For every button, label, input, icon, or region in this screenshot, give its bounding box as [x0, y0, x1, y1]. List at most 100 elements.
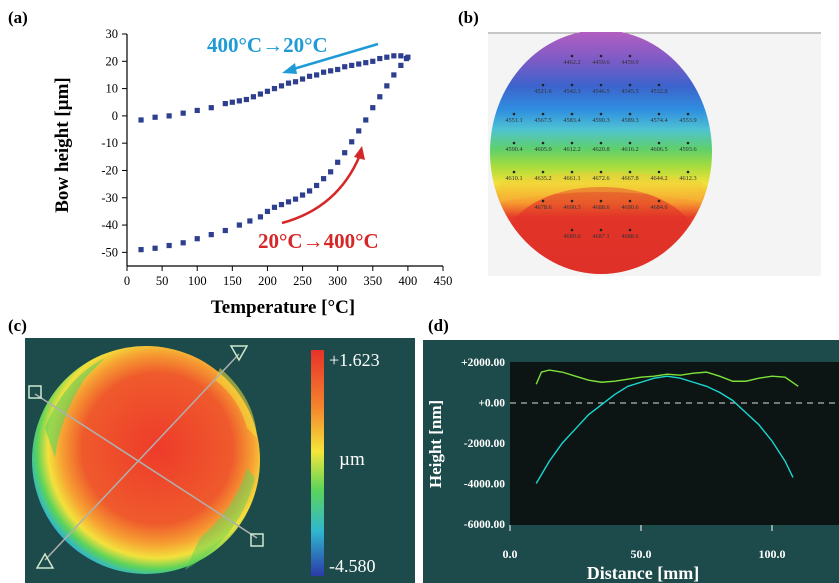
marker-icon-left[interactable] [28, 385, 42, 399]
panel-label-a: (a) [8, 8, 28, 27]
data-point [403, 55, 410, 62]
x-tick-label: 50 [156, 274, 169, 288]
measurement-label: 4521.6 [534, 88, 551, 95]
y-tick-label: -20 [101, 163, 118, 177]
data-point [299, 76, 306, 82]
measurement-dot [541, 141, 545, 145]
y-tick-label: -10 [101, 136, 118, 150]
measurement-dot [570, 199, 574, 203]
measurement-dot [570, 141, 574, 145]
data-point [328, 169, 334, 175]
measurement-label: 4532.8 [650, 88, 667, 95]
data-point [222, 227, 228, 234]
measurement-label: 4635.2 [534, 175, 551, 182]
d-y-tick-label: +2000.00 [461, 357, 505, 369]
heating-annotation: 20°C→400°C [258, 229, 379, 253]
measurement-label: 4688.6 [621, 233, 638, 240]
marker-icon-top[interactable] [229, 345, 249, 362]
x-tick-label: 0 [124, 274, 130, 288]
data-point [391, 53, 397, 59]
data-point [356, 61, 362, 67]
measurement-dot [686, 141, 690, 145]
measurement-label: 4542.3 [563, 88, 580, 95]
measurement-dot [628, 228, 632, 232]
measurement-label: 4612.2 [563, 146, 580, 153]
data-point [356, 128, 362, 134]
data-point [306, 73, 313, 79]
data-point [194, 236, 200, 242]
y-tick-label: 10 [106, 82, 119, 96]
marker-icon-right[interactable] [250, 533, 264, 547]
heating-arrow [281, 154, 362, 225]
measurement-dot [512, 112, 516, 116]
data-point [166, 113, 172, 119]
cooling-arrowhead [282, 63, 297, 74]
d-x-tick-label: 0.0 [503, 547, 518, 561]
measurement-label: 4605.0 [534, 146, 551, 153]
data-point [285, 199, 292, 205]
measurement-dot [599, 228, 603, 232]
d-y-tick-label: -4000.00 [464, 479, 505, 491]
x-tick-label: 200 [258, 274, 277, 288]
x-tick-label: 100 [188, 274, 207, 288]
measurement-dot [570, 170, 574, 174]
measurement-label: 4689.0 [563, 233, 580, 240]
measurement-dot [628, 112, 632, 116]
measurement-label: 4610.1 [505, 175, 522, 182]
marker-icon-bottom[interactable] [35, 552, 55, 569]
data-point [391, 72, 397, 78]
measurement-label: 4590.3 [592, 117, 609, 124]
y-tick-label: -40 [101, 218, 118, 232]
d-y-axis-label: Height [nm] [426, 400, 445, 488]
data-point [398, 53, 404, 59]
d-x-tick-label: 100.0 [759, 547, 786, 561]
surface-height-map: +1.623 µm -4.580 [25, 338, 415, 583]
data-point [363, 60, 369, 66]
profile-line-x [535, 375, 794, 484]
measurement-label: 4684.6 [650, 204, 667, 211]
measurement-dot [570, 83, 574, 87]
panel-label-b: (b) [458, 8, 479, 27]
data-point [236, 222, 242, 228]
colorbar-unit: µm [339, 449, 365, 470]
measurement-dot [570, 54, 574, 58]
data-point [257, 91, 264, 97]
data-point [257, 214, 264, 220]
data-point [152, 245, 158, 251]
data-point [271, 85, 278, 92]
measurement-label: 4667.8 [621, 175, 638, 182]
measurement-label: 4612.3 [679, 175, 696, 182]
data-point [208, 232, 214, 238]
data-point [377, 94, 383, 100]
y-tick-label: 20 [106, 54, 119, 68]
measurement-dot [628, 199, 632, 203]
measurement-label: 4678.6 [534, 204, 551, 211]
measurement-dot [541, 112, 545, 116]
measurement-dot [628, 83, 632, 87]
d-y-tick-label: -6000.00 [464, 519, 505, 531]
colorbar-min: -4.580 [329, 556, 376, 576]
measurement-label: 4616.2 [621, 146, 638, 153]
measurement-label: 4589.3 [621, 117, 638, 124]
data-point [285, 80, 292, 86]
measurement-dot [570, 228, 574, 232]
measurement-dot [541, 199, 545, 203]
measurement-label: 4459.6 [592, 59, 609, 66]
x-tick-label: 150 [223, 274, 242, 288]
data-point [236, 98, 242, 104]
data-point [384, 83, 390, 89]
data-point [194, 107, 200, 114]
height-profile-chart: +2000.00 +0.00 -2000.00 -4000.00 -6000.00 0.0… [423, 340, 839, 583]
measurement-label: 4644.2 [650, 175, 667, 182]
data-point [152, 114, 158, 120]
x-tick-label: 450 [434, 274, 453, 288]
measurement-dot [599, 83, 603, 87]
data-point [180, 110, 186, 116]
data-point [247, 218, 253, 224]
data-point [335, 159, 341, 165]
d-x-axis-label: Distance [mm] [587, 563, 699, 583]
measurement-dot [657, 170, 661, 174]
data-point [208, 105, 214, 111]
data-point [180, 240, 186, 246]
data-point [299, 192, 306, 198]
